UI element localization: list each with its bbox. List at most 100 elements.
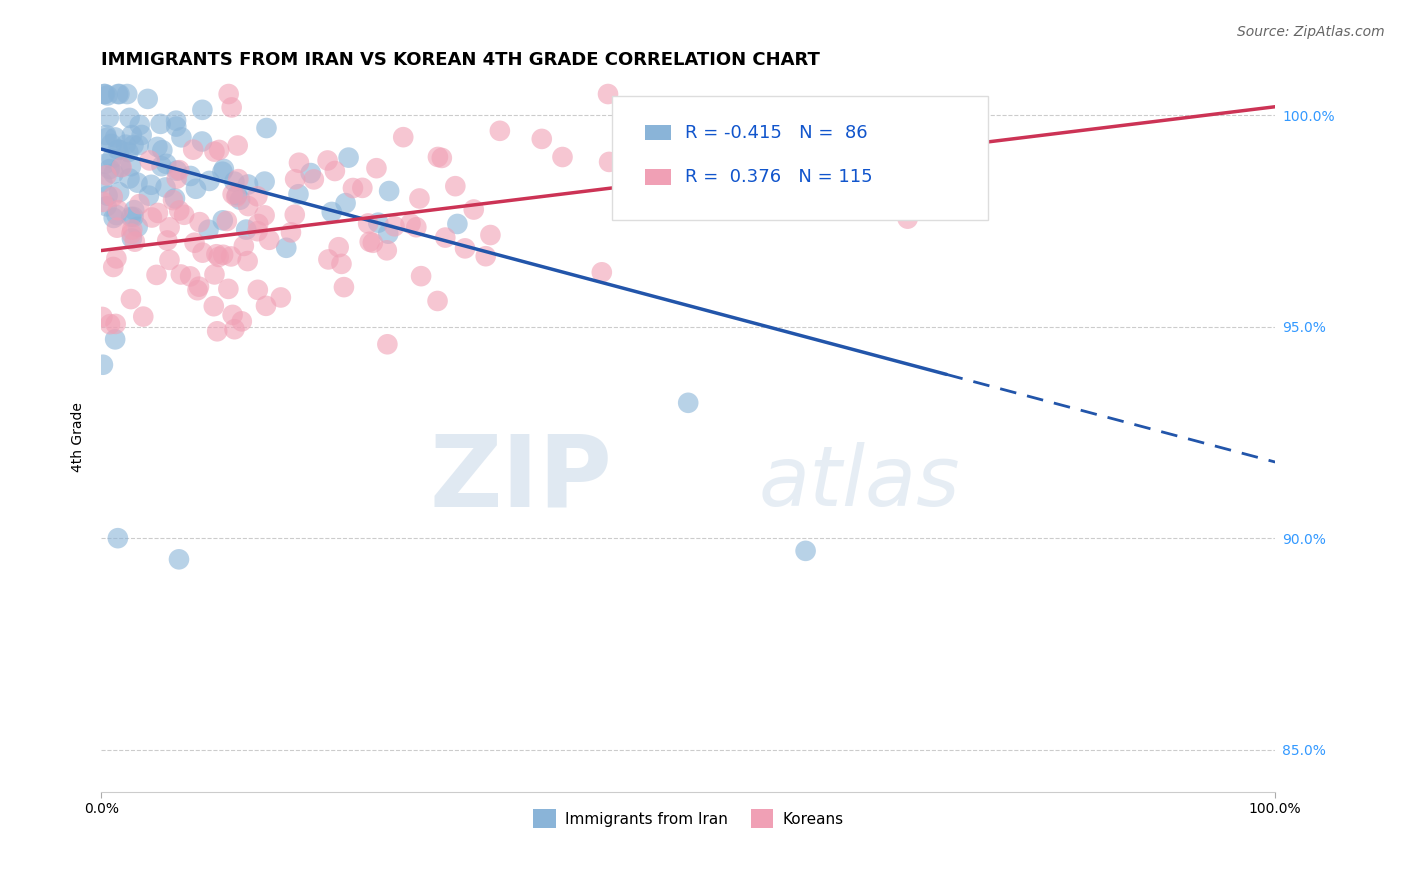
Point <box>799 184 821 198</box>
Point <box>226 188 249 202</box>
Point <box>162 193 184 207</box>
Point <box>156 234 179 248</box>
Point <box>399 217 422 231</box>
Point <box>122 138 145 153</box>
Point <box>270 290 292 304</box>
Text: atlas: atlas <box>759 442 960 524</box>
Point <box>107 143 129 157</box>
Point <box>107 87 129 101</box>
Point <box>120 292 142 306</box>
Point <box>236 178 259 192</box>
Point <box>205 324 228 338</box>
Point <box>247 217 270 231</box>
Point <box>218 87 240 101</box>
Point <box>676 396 699 410</box>
Point <box>184 182 207 196</box>
Point <box>121 128 143 142</box>
Point <box>94 157 117 171</box>
Point <box>107 531 129 545</box>
Point <box>91 176 114 190</box>
Point <box>236 254 259 268</box>
Point <box>377 337 399 351</box>
Point <box>246 283 269 297</box>
Point <box>217 282 239 296</box>
Text: ZIP: ZIP <box>429 431 612 528</box>
Point <box>246 189 269 203</box>
Point <box>105 220 128 235</box>
Point <box>165 113 187 128</box>
Point <box>179 169 201 183</box>
Point <box>446 217 468 231</box>
Point <box>159 220 181 235</box>
Point <box>173 208 195 222</box>
Point <box>463 202 485 217</box>
Point <box>409 269 432 284</box>
Point <box>454 241 477 255</box>
Point <box>97 188 120 202</box>
Point <box>426 293 449 308</box>
Point <box>208 250 231 264</box>
Point <box>392 130 415 145</box>
Point <box>127 219 149 234</box>
Point <box>108 186 131 200</box>
Point <box>474 249 496 263</box>
Point <box>337 151 360 165</box>
Point <box>724 200 747 214</box>
Point <box>128 138 150 153</box>
Point <box>228 172 250 186</box>
Point <box>107 203 129 218</box>
Point <box>104 332 127 346</box>
Point <box>215 214 238 228</box>
Point <box>91 358 114 372</box>
Point <box>94 128 117 142</box>
Point <box>287 187 309 202</box>
Point <box>205 247 228 261</box>
Point <box>551 150 574 164</box>
Point <box>101 152 124 166</box>
Point <box>321 205 343 219</box>
Point <box>284 208 307 222</box>
Point <box>231 314 253 328</box>
FancyBboxPatch shape <box>645 125 671 140</box>
Point <box>655 162 678 177</box>
Point <box>335 196 357 211</box>
Point <box>121 231 143 245</box>
Point <box>408 192 430 206</box>
Point <box>97 111 120 125</box>
Point <box>100 136 122 151</box>
Point <box>357 217 380 231</box>
Point <box>318 252 340 267</box>
FancyBboxPatch shape <box>645 169 671 186</box>
Point <box>384 219 406 234</box>
Point <box>284 172 307 186</box>
Point <box>105 252 128 266</box>
Point <box>132 310 155 324</box>
Point <box>204 268 226 282</box>
Point <box>221 100 243 114</box>
Point <box>108 143 131 157</box>
Point <box>238 199 260 213</box>
Point <box>682 181 704 195</box>
Point <box>103 211 125 225</box>
Point <box>91 194 114 209</box>
Point <box>98 162 121 177</box>
Point <box>226 138 249 153</box>
Point <box>124 235 146 249</box>
Text: Source: ZipAtlas.com: Source: ZipAtlas.com <box>1237 25 1385 39</box>
Point <box>128 197 150 211</box>
Point <box>138 188 160 202</box>
Point <box>167 203 190 218</box>
Point <box>897 211 920 226</box>
Point <box>405 220 427 235</box>
Point <box>219 249 242 263</box>
Point <box>235 222 257 236</box>
Point <box>352 181 374 195</box>
Point <box>225 190 247 204</box>
Point <box>224 175 246 189</box>
Point <box>104 130 127 145</box>
Point <box>359 235 381 249</box>
Legend: Immigrants from Iran, Koreans: Immigrants from Iran, Koreans <box>527 803 849 834</box>
Text: R =  0.376   N = 115: R = 0.376 N = 115 <box>685 169 872 186</box>
Point <box>426 150 449 164</box>
Point <box>794 544 817 558</box>
